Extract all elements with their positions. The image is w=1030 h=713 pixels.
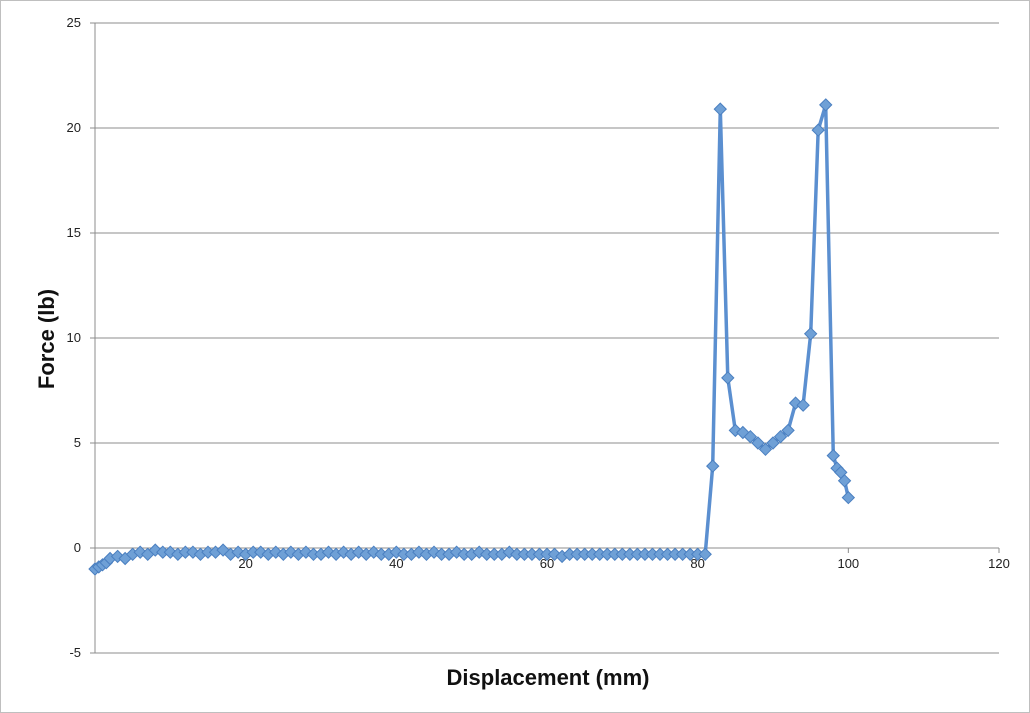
y-tick-label: 20 — [67, 120, 81, 135]
x-tick-label: 60 — [540, 556, 554, 571]
data-series — [88, 98, 856, 576]
y-tick-label: -5 — [69, 645, 81, 660]
data-point — [803, 327, 818, 341]
y-tick-label: 5 — [74, 435, 81, 450]
x-tick-label: 100 — [837, 556, 859, 571]
data-point — [837, 474, 852, 488]
data-point — [758, 442, 773, 457]
x-tick-label: 20 — [238, 556, 252, 571]
data-point — [819, 98, 833, 112]
data-point — [773, 429, 788, 444]
data-point — [811, 123, 825, 137]
x-tick-label: 80 — [690, 556, 704, 571]
tick-labels: -5 0 5 10 15 20 25 20 40 60 80 100 120 — [67, 15, 1010, 660]
data-point — [751, 436, 765, 450]
data-point — [781, 423, 795, 438]
grid-lines — [95, 22, 999, 654]
x-tick-label: 120 — [988, 556, 1010, 571]
data-point — [721, 371, 735, 385]
y-tick-label: 15 — [67, 225, 81, 240]
data-point — [743, 429, 758, 444]
series-line — [94, 103, 851, 571]
y-tick-label: 10 — [67, 330, 81, 345]
y-axis-title: Force (lb) — [34, 289, 59, 389]
data-point — [841, 490, 856, 505]
y-tick-label: 25 — [67, 15, 81, 30]
data-point — [766, 436, 780, 450]
data-point — [826, 448, 840, 463]
data-point — [796, 398, 810, 412]
data-point — [706, 459, 720, 473]
data-point — [713, 102, 727, 116]
y-tick-label: 0 — [74, 540, 81, 555]
data-point — [698, 547, 712, 562]
x-tick-label: 40 — [389, 556, 403, 571]
x-axis-title: Displacement (mm) — [447, 665, 650, 690]
